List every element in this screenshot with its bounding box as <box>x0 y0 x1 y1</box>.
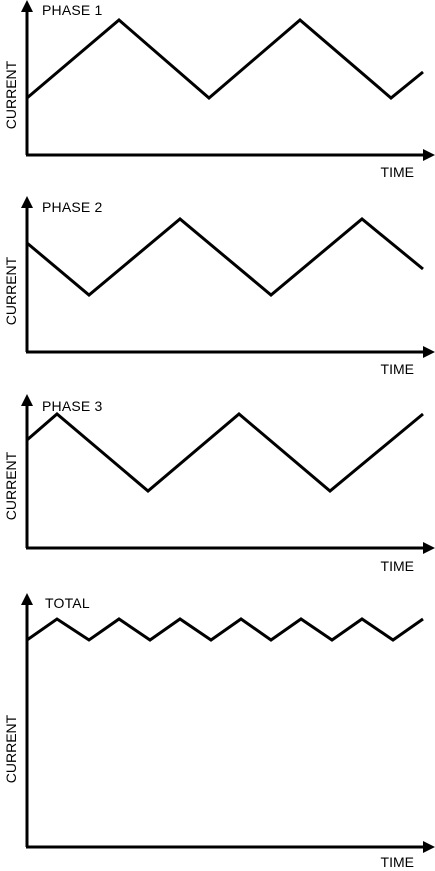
series-line-phase-3 <box>26 412 424 493</box>
x-axis-label: TIME <box>381 164 414 180</box>
y-axis-label: CURRENT <box>3 451 19 520</box>
y-axis-arrowhead <box>21 593 33 605</box>
chart-phase-1: PHASE 1 CURRENT TIME <box>3 0 435 180</box>
series-line-phase-2 <box>26 217 424 297</box>
y-axis-label: CURRENT <box>3 256 19 325</box>
y-axis-arrowhead <box>21 196 33 208</box>
x-axis-label: TIME <box>381 558 414 574</box>
chart-total: TOTAL CURRENT TIME <box>3 593 435 870</box>
x-axis-label: TIME <box>381 854 414 870</box>
chart-title: PHASE 2 <box>42 199 103 215</box>
chart-phase-3: PHASE 3 CURRENT TIME <box>3 394 435 574</box>
y-axis-arrowhead <box>21 394 33 406</box>
chart-title: PHASE 1 <box>42 2 103 18</box>
y-axis-arrowhead <box>21 0 33 12</box>
y-axis-label: CURRENT <box>3 60 19 129</box>
chart-title: TOTAL <box>45 595 90 611</box>
chart-phase-2: PHASE 2 CURRENT TIME <box>3 196 435 377</box>
x-axis-arrowhead <box>423 149 435 161</box>
x-axis-arrowhead <box>423 542 435 554</box>
y-axis-label: CURRENT <box>3 714 19 783</box>
x-axis-arrowhead <box>423 841 435 853</box>
series-line-phase-1 <box>26 18 424 100</box>
x-axis-label: TIME <box>381 361 414 377</box>
chart-title: PHASE 3 <box>42 398 103 414</box>
x-axis-arrowhead <box>423 346 435 358</box>
series-line-total <box>26 617 424 642</box>
